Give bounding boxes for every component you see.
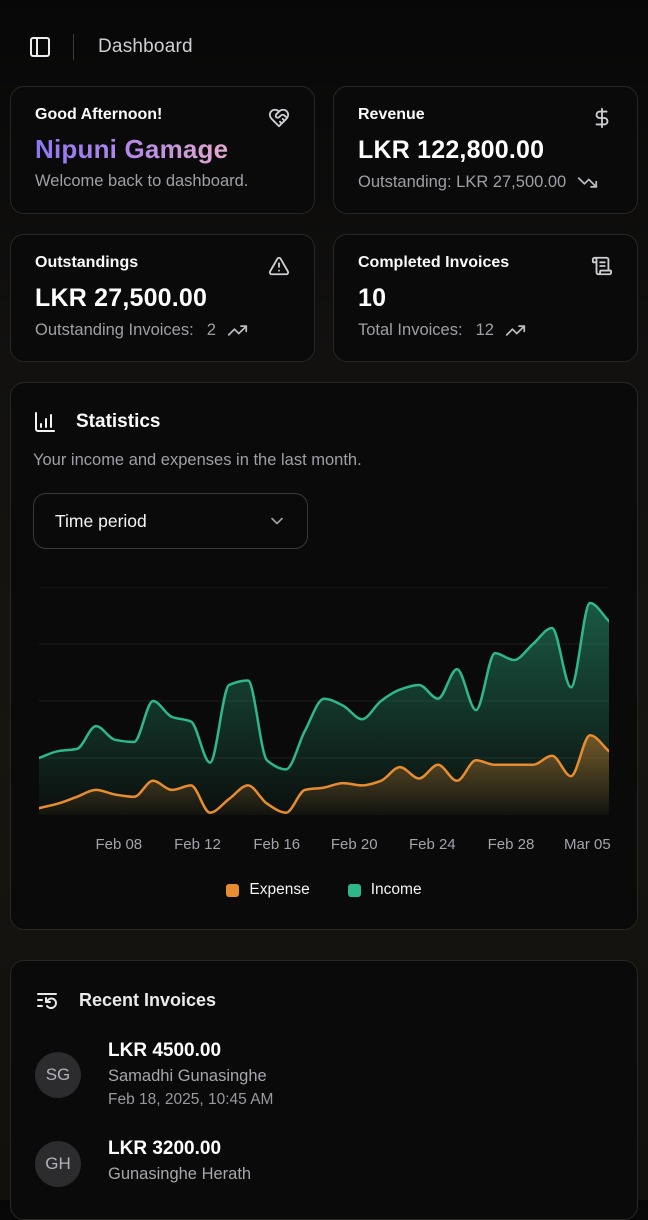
x-tick-label: Feb 20 — [330, 836, 378, 853]
completed-invoices-card: Completed Invoices 10 Total Invoices: 12 — [333, 234, 638, 362]
avatar: SG — [35, 1051, 81, 1098]
expense-swatch — [226, 883, 240, 897]
completed-subtitle-row: Total Invoices: 12 — [358, 320, 613, 341]
invoice-date: Feb 18, 2025, 10:45 AM — [108, 1091, 274, 1108]
dollar-sign-icon — [591, 107, 613, 129]
statistics-chart-canvas — [39, 587, 609, 815]
invoice-list-item[interactable]: GH LKR 3200.00 Gunasinghe Herath — [35, 1138, 613, 1189]
triangle-alert-icon — [268, 255, 290, 277]
revenue-subtitle-row: Outstanding: LKR 27,500.00 — [358, 172, 613, 193]
invoice-list: SG LKR 4500.00 Samadhi Gunasinghe Feb 18… — [35, 1040, 613, 1189]
income-expense-chart: Feb 08 Feb 12 Feb 16 Feb 20 Feb 24 Feb 28 Mar … — [39, 587, 611, 856]
legend-item-income: Income — [347, 881, 422, 899]
time-period-label: Time period — [55, 510, 147, 531]
outstandings-value: LKR 27,500.00 — [35, 284, 208, 312]
invoice-client-name: Gunasinghe Herath — [108, 1165, 252, 1183]
recent-invoices-title: Recent Invoices — [79, 989, 217, 1010]
outstandings-title: Outstandings — [35, 254, 139, 271]
revenue-card: Revenue LKR 122,800.00 Outstanding: LKR … — [333, 86, 638, 214]
recent-invoices-header: Recent Invoices — [35, 988, 613, 1012]
x-tick-label: Feb 24 — [408, 836, 456, 853]
outstandings-card: Outstandings LKR 27,500.00 Outstanding I… — [10, 234, 315, 362]
invoice-amount: LKR 3200.00 — [108, 1138, 222, 1159]
top-bar: Dashboard — [0, 0, 648, 60]
stat-cards-grid: Good Afternoon! Nipuni Gamage Welcome ba… — [10, 86, 638, 362]
header-divider — [73, 34, 74, 60]
time-period-select[interactable]: Time period — [33, 493, 308, 549]
avatar: GH — [35, 1140, 81, 1187]
total-invoices-count: 12 — [475, 321, 494, 339]
invoice-client-name: Samadhi Gunasinghe — [108, 1067, 267, 1085]
outstanding-invoices-label: Outstanding Invoices: — [35, 321, 194, 339]
greeting-subtitle: Welcome back to dashboard. — [35, 172, 249, 190]
trending-down-icon — [577, 172, 598, 193]
income-legend-label: Income — [370, 881, 422, 898]
x-tick-label: Mar 05 — [563, 836, 611, 853]
x-tick-label: Feb 08 — [95, 836, 143, 853]
statistics-card: Statistics Your income and expenses in t… — [10, 382, 638, 930]
scroll-text-icon — [591, 255, 613, 277]
x-tick-label: Feb 28 — [487, 836, 535, 853]
recent-invoices-card: Recent Invoices SG LKR 4500.00 Samadhi G… — [10, 960, 638, 1220]
completed-invoices-title: Completed Invoices — [358, 254, 510, 271]
chart-legend: Expense Income — [33, 881, 615, 899]
statistics-header: Statistics — [33, 410, 615, 434]
x-tick-label: Feb 16 — [253, 836, 301, 853]
trending-up-icon — [227, 320, 248, 341]
panel-left-icon — [30, 37, 50, 57]
revenue-title: Revenue — [358, 106, 425, 123]
statistics-title: Statistics — [76, 411, 161, 432]
greeting-title: Good Afternoon! — [35, 106, 163, 123]
income-swatch — [347, 883, 361, 897]
expense-legend-label: Expense — [249, 881, 310, 898]
revenue-outstanding-text: Outstanding: LKR 27,500.00 — [358, 173, 567, 191]
greeting-subtitle-row: Welcome back to dashboard. — [35, 172, 290, 191]
invoice-amount: LKR 4500.00 — [108, 1040, 222, 1061]
user-name: Nipuni Gamage — [35, 134, 229, 164]
chart-column-icon — [33, 410, 57, 434]
legend-item-expense: Expense — [226, 881, 310, 899]
x-axis-ticks: Feb 08 Feb 12 Feb 16 Feb 20 Feb 24 Feb 28 Mar … — [39, 836, 611, 856]
trending-up-icon — [505, 320, 526, 341]
list-restart-icon — [35, 988, 59, 1012]
chevron-down-icon — [267, 511, 287, 531]
sidebar-toggle-button[interactable] — [28, 35, 52, 59]
outstandings-subtitle-row: Outstanding Invoices: 2 — [35, 320, 290, 341]
greeting-card: Good Afternoon! Nipuni Gamage Welcome ba… — [10, 86, 315, 214]
invoice-list-item[interactable]: SG LKR 4500.00 Samadhi Gunasinghe Feb 18… — [35, 1040, 613, 1109]
statistics-subtitle: Your income and expenses in the last mon… — [33, 451, 362, 469]
page-title: Dashboard — [98, 36, 193, 57]
completed-invoices-value: 10 — [358, 284, 387, 312]
heart-handshake-icon — [268, 107, 290, 129]
total-invoices-label: Total Invoices: — [358, 321, 463, 339]
revenue-value: LKR 122,800.00 — [358, 136, 545, 164]
x-tick-label: Feb 12 — [174, 836, 221, 853]
outstanding-invoices-count: 2 — [206, 321, 216, 339]
